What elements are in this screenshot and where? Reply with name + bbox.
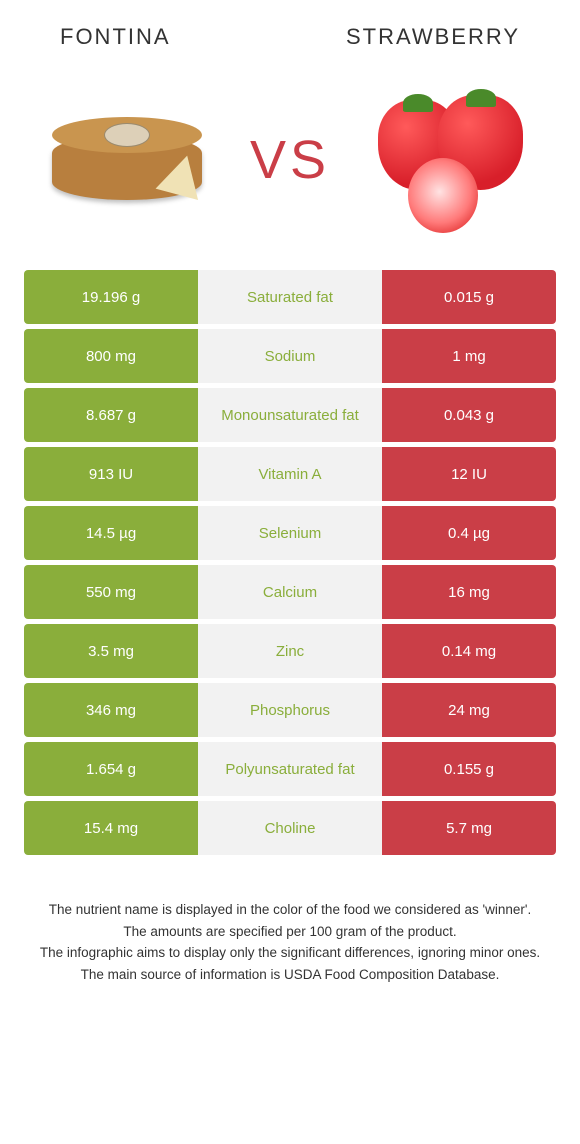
right-value: 12 IU	[382, 447, 556, 501]
right-value: 0.14 mg	[382, 624, 556, 678]
left-value: 8.687 g	[24, 388, 198, 442]
left-food-image	[47, 85, 217, 235]
nutrient-row: 913 IUVitamin A12 IU	[24, 447, 556, 501]
right-food-image	[363, 85, 533, 235]
nutrient-row: 3.5 mgZinc0.14 mg	[24, 624, 556, 678]
right-value: 16 mg	[382, 565, 556, 619]
footer-line-3: The infographic aims to display only the…	[28, 943, 552, 963]
nutrient-label: Vitamin A	[198, 447, 382, 501]
right-value: 0.155 g	[382, 742, 556, 796]
footer-notes: The nutrient name is displayed in the co…	[0, 860, 580, 984]
nutrient-row: 1.654 gPolyunsaturated fat0.155 g	[24, 742, 556, 796]
nutrient-label: Phosphorus	[198, 683, 382, 737]
footer-line-2: The amounts are specified per 100 gram o…	[28, 922, 552, 942]
cheese-icon	[52, 105, 212, 215]
right-value: 0.043 g	[382, 388, 556, 442]
left-value: 19.196 g	[24, 270, 198, 324]
nutrient-row: 800 mgSodium1 mg	[24, 329, 556, 383]
vs-label: VS	[250, 129, 330, 191]
nutrient-label: Polyunsaturated fat	[198, 742, 382, 796]
footer-line-4: The main source of information is USDA F…	[28, 965, 552, 985]
left-value: 1.654 g	[24, 742, 198, 796]
nutrient-label: Sodium	[198, 329, 382, 383]
vs-comparison-row: VS	[0, 70, 580, 270]
nutrient-row: 15.4 mgCholine5.7 mg	[24, 801, 556, 855]
left-value: 346 mg	[24, 683, 198, 737]
footer-line-1: The nutrient name is displayed in the co…	[28, 900, 552, 920]
right-value: 1 mg	[382, 329, 556, 383]
nutrient-row: 346 mgPhosphorus24 mg	[24, 683, 556, 737]
nutrient-row: 8.687 gMonounsaturated fat0.043 g	[24, 388, 556, 442]
nutrient-label: Zinc	[198, 624, 382, 678]
nutrient-label: Calcium	[198, 565, 382, 619]
left-value: 3.5 mg	[24, 624, 198, 678]
left-value: 15.4 mg	[24, 801, 198, 855]
strawberry-icon	[368, 90, 528, 230]
right-value: 5.7 mg	[382, 801, 556, 855]
right-value: 0.4 µg	[382, 506, 556, 560]
nutrient-row: 550 mgCalcium16 mg	[24, 565, 556, 619]
header: FONTINA STRAWBERRY	[0, 0, 580, 70]
nutrient-label: Monounsaturated fat	[198, 388, 382, 442]
left-food-title: FONTINA	[60, 24, 171, 50]
nutrient-row: 19.196 gSaturated fat0.015 g	[24, 270, 556, 324]
nutrient-label: Choline	[198, 801, 382, 855]
right-food-title: STRAWBERRY	[346, 24, 520, 50]
left-value: 800 mg	[24, 329, 198, 383]
left-value: 913 IU	[24, 447, 198, 501]
nutrient-row: 14.5 µgSelenium0.4 µg	[24, 506, 556, 560]
right-value: 0.015 g	[382, 270, 556, 324]
nutrient-label: Selenium	[198, 506, 382, 560]
right-value: 24 mg	[382, 683, 556, 737]
nutrient-table: 19.196 gSaturated fat0.015 g800 mgSodium…	[0, 270, 580, 855]
left-value: 14.5 µg	[24, 506, 198, 560]
nutrient-label: Saturated fat	[198, 270, 382, 324]
left-value: 550 mg	[24, 565, 198, 619]
